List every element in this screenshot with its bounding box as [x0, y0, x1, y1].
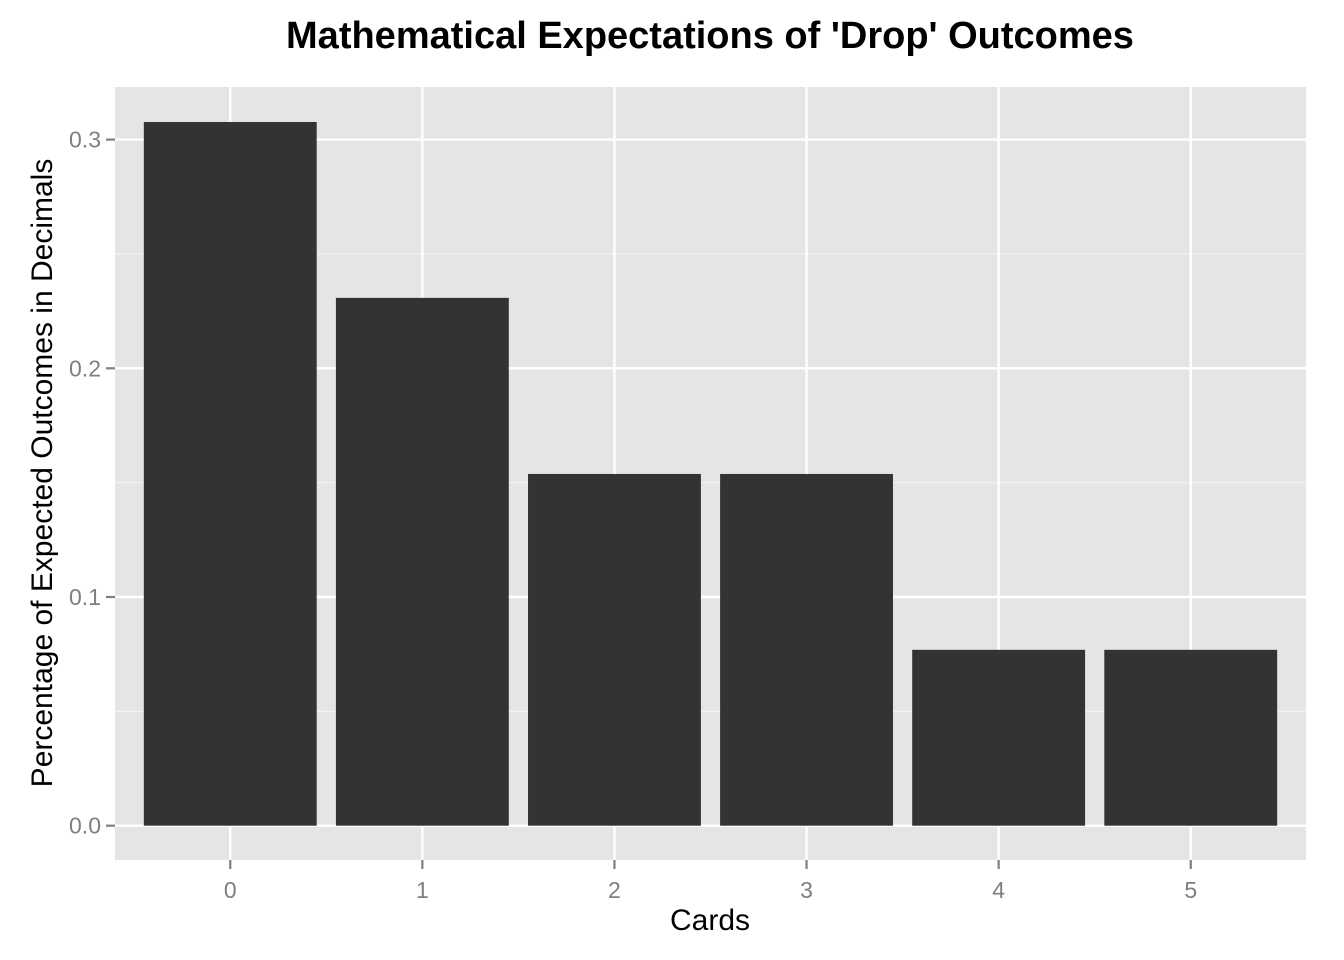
x-tick-label: 3: [800, 877, 813, 903]
bar-0: [143, 121, 317, 826]
chart-title: Mathematical Expectations of 'Drop' Outc…: [286, 15, 1134, 57]
y-axis: 0.0 0.1 0.2 0.3: [69, 127, 115, 839]
y-tick-label: 0.3: [69, 127, 101, 153]
x-axis: 0 1 2 3 4 5: [224, 860, 1197, 903]
x-tick-label: 1: [416, 877, 429, 903]
y-tick-label: 0.2: [69, 355, 101, 381]
bars: [143, 121, 1278, 826]
x-tick-label: 5: [1184, 877, 1197, 903]
y-axis-title: Percentage of Expected Outcomes in Decim…: [26, 159, 59, 788]
y-tick-label: 0.1: [69, 584, 101, 610]
y-tick-label: 0.0: [69, 813, 101, 839]
x-axis-title: Cards: [670, 904, 750, 937]
x-tick-label: 4: [992, 877, 1005, 903]
bar-5: [1104, 649, 1278, 826]
x-tick-label: 2: [608, 877, 621, 903]
bar-3: [720, 473, 893, 826]
bar-2: [528, 473, 701, 826]
bar-4: [912, 649, 1086, 826]
bar-1: [335, 297, 509, 826]
x-tick-label: 0: [224, 877, 237, 903]
